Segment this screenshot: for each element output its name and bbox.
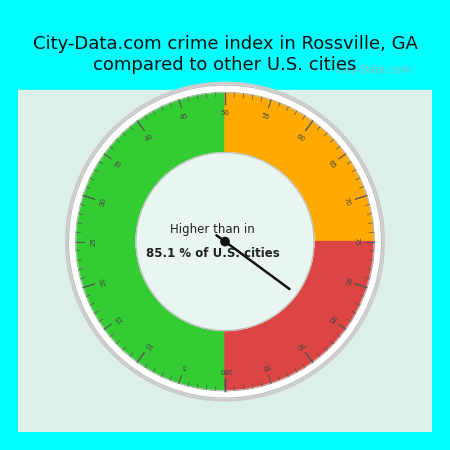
Text: 60: 60 [295, 133, 306, 143]
Text: 40: 40 [144, 133, 155, 143]
Text: 95: 95 [261, 363, 271, 371]
Text: 85.1 % of U.S. cities: 85.1 % of U.S. cities [146, 248, 279, 261]
Text: 45: 45 [179, 112, 189, 121]
Circle shape [68, 85, 382, 398]
Text: 90: 90 [295, 340, 306, 351]
Circle shape [221, 238, 229, 246]
Text: City-Data.com crime index in Rossville, GA
compared to other U.S. cities: City-Data.com crime index in Rossville, … [32, 35, 418, 74]
Text: 5: 5 [181, 363, 187, 370]
Text: 15: 15 [113, 314, 124, 324]
Bar [18, 18, 432, 90]
Text: 65: 65 [326, 159, 337, 170]
Text: 75: 75 [354, 237, 360, 246]
Text: Higher than in: Higher than in [170, 223, 255, 236]
Text: 55: 55 [261, 112, 271, 121]
Text: 100: 100 [218, 367, 232, 373]
Text: 50: 50 [220, 110, 230, 116]
Text: 85: 85 [326, 314, 337, 324]
Text: 25: 25 [90, 237, 96, 246]
Bar [18, 90, 432, 432]
Text: 30: 30 [99, 197, 107, 207]
Circle shape [136, 153, 314, 331]
Text: 0: 0 [223, 367, 227, 373]
Text: 80: 80 [343, 276, 351, 286]
Text: 10: 10 [144, 340, 155, 351]
Text: City-Data.com: City-Data.com [333, 65, 410, 75]
Text: 70: 70 [343, 197, 351, 207]
Wedge shape [225, 93, 374, 242]
Circle shape [66, 82, 384, 401]
Text: 20: 20 [99, 276, 107, 286]
Wedge shape [225, 242, 374, 391]
Text: 35: 35 [113, 159, 124, 170]
Wedge shape [76, 93, 225, 391]
